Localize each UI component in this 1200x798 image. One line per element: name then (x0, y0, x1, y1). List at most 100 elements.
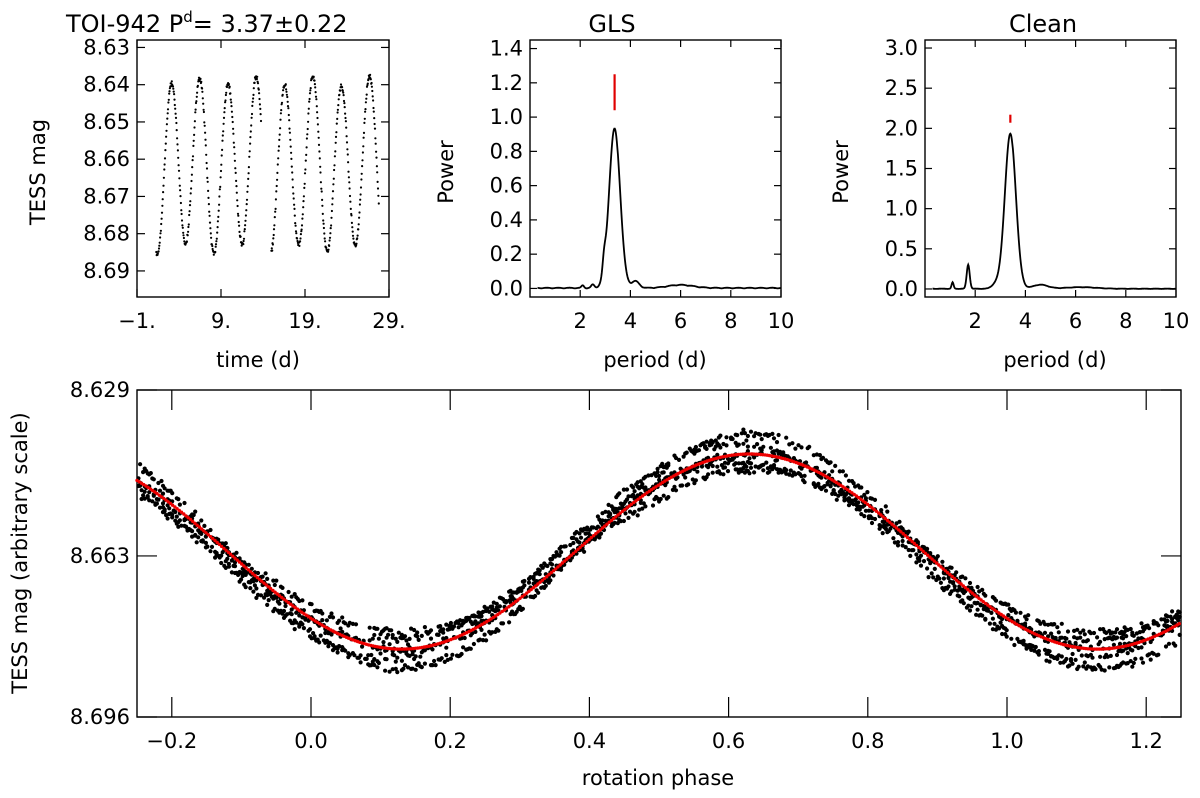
data-point (361, 159, 364, 162)
data-point (239, 235, 242, 238)
data-point (195, 100, 198, 103)
data-point (399, 658, 404, 663)
data-point (374, 142, 377, 145)
data-point (258, 92, 261, 95)
data-point (159, 236, 162, 239)
y-tick-label: 8.663 (70, 544, 130, 568)
data-point (1177, 610, 1182, 615)
data-point (462, 635, 467, 641)
data-point (252, 87, 255, 90)
data-point (251, 589, 256, 594)
data-point (158, 241, 161, 244)
model-point (235, 558, 239, 562)
data-point (519, 588, 524, 594)
data-point (243, 230, 246, 233)
data-point (791, 470, 797, 475)
data-point (238, 224, 241, 227)
data-point (323, 237, 326, 240)
data-point (863, 496, 869, 501)
data-point (1156, 652, 1161, 657)
data-point (497, 604, 502, 609)
data-point (1073, 640, 1078, 646)
data-point (402, 663, 408, 668)
data-point (424, 629, 429, 635)
data-point (405, 642, 411, 647)
data-point (244, 219, 247, 222)
data-point (903, 545, 908, 550)
data-point (767, 469, 772, 474)
data-point (739, 431, 744, 436)
data-point (825, 482, 830, 487)
data-point (386, 632, 391, 637)
data-point (303, 182, 306, 185)
model-point (941, 567, 945, 571)
data-point (330, 224, 333, 227)
data-point (941, 576, 947, 581)
data-point (179, 189, 182, 192)
data-point (201, 87, 204, 90)
data-point (243, 228, 246, 231)
data-point (704, 439, 709, 444)
model-point (946, 571, 950, 575)
data-point (862, 492, 867, 497)
data-point (430, 663, 435, 668)
data-point (369, 78, 372, 81)
data-point (722, 465, 728, 470)
data-point (863, 508, 869, 513)
data-point (174, 514, 179, 519)
data-point (453, 620, 458, 626)
model-point (596, 530, 600, 534)
data-point (422, 661, 427, 666)
data-point (1133, 656, 1138, 662)
model-point (231, 554, 235, 558)
data-point (758, 432, 763, 437)
lc-ylabel: TESS mag (26, 119, 50, 226)
data-point (872, 497, 878, 502)
data-point (160, 217, 163, 220)
data-point (316, 116, 319, 120)
data-point (817, 453, 823, 458)
data-point (219, 169, 223, 173)
data-point (287, 113, 290, 117)
data-point (317, 136, 320, 139)
model-point (264, 583, 268, 587)
data-point (992, 621, 997, 626)
data-point (467, 615, 472, 621)
data-point (595, 524, 601, 529)
data-point (222, 116, 226, 119)
data-point (686, 482, 691, 487)
model-point (191, 519, 195, 524)
data-point (316, 123, 319, 126)
data-point (526, 576, 532, 582)
data-point (1082, 632, 1087, 637)
data-point (413, 654, 418, 659)
data-point (364, 108, 367, 111)
data-point (364, 101, 367, 104)
data-point (548, 578, 553, 583)
model-point (583, 541, 587, 546)
data-point (624, 487, 630, 492)
data-point (1015, 618, 1020, 623)
data-point (335, 122, 338, 125)
model-point (890, 522, 894, 526)
data-point (1162, 623, 1167, 628)
data-point (866, 514, 872, 519)
data-point (428, 636, 434, 641)
data-point (209, 232, 212, 235)
data-point (344, 116, 347, 120)
data-point (219, 560, 224, 566)
data-point (375, 150, 378, 153)
data-point (897, 519, 902, 524)
data-point (225, 556, 230, 561)
data-point (906, 547, 911, 553)
data-point (658, 496, 663, 502)
data-point (202, 523, 207, 529)
data-point (240, 244, 243, 247)
y-tick-label: 1.4 (490, 37, 523, 61)
data-point (239, 570, 244, 576)
data-point (1170, 609, 1175, 614)
data-point (202, 102, 205, 105)
data-point (369, 652, 374, 658)
data-point (319, 171, 322, 174)
data-point (846, 503, 852, 508)
